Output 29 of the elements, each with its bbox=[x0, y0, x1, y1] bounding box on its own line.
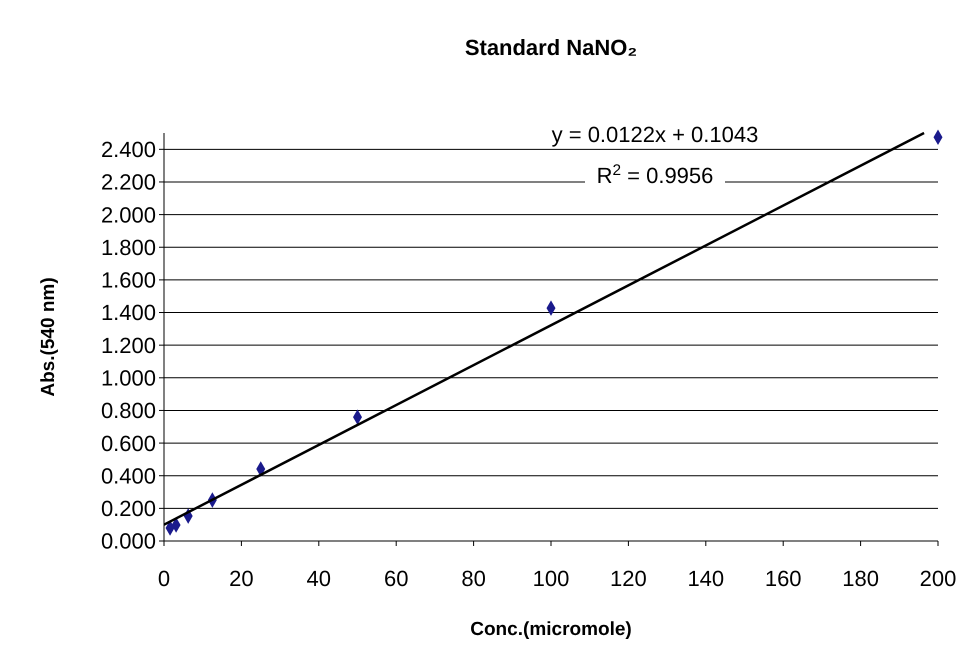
y-tick-label: 1.200 bbox=[100, 332, 156, 358]
x-tick-label: 120 bbox=[610, 566, 647, 591]
y-tick-label: 2.200 bbox=[100, 170, 156, 195]
chart-title: Standard NaNO₂ bbox=[464, 35, 638, 60]
y-tick-label: 0.400 bbox=[100, 463, 156, 488]
y-tick-label: 2.000 bbox=[100, 202, 156, 228]
y-tick-label: 0.600 bbox=[100, 430, 156, 456]
x-tick-label: 160 bbox=[764, 566, 802, 591]
y-tick-label: 1.600 bbox=[100, 268, 156, 293]
y-tick-label: 1.000 bbox=[100, 366, 156, 390]
x-tick-label: 20 bbox=[229, 566, 254, 591]
y-tick-label: 1.800 bbox=[100, 234, 156, 260]
x-tick-label: 100 bbox=[532, 566, 570, 591]
x-tick-label: 0 bbox=[158, 566, 170, 591]
annotation: y = 0.0122x + 0.1043 bbox=[552, 122, 758, 147]
x-tick-label: 40 bbox=[306, 566, 332, 591]
x-tick-label: 140 bbox=[687, 566, 724, 591]
x-tick-label: 200 bbox=[920, 566, 956, 591]
y-tick-label: 0.000 bbox=[100, 528, 156, 554]
x-tick-label: 180 bbox=[842, 566, 879, 591]
x-tick-label: 80 bbox=[461, 566, 486, 591]
annotation: R$^{2}$ = 0.9956 bbox=[596, 162, 714, 188]
y-tick-label: 1.400 bbox=[100, 300, 156, 326]
y-axis-title: Abs.(540 nm) bbox=[38, 277, 59, 397]
x-axis-title: Conc.(micromole) bbox=[470, 619, 632, 640]
y-tick-label: 0.200 bbox=[100, 496, 156, 522]
y-tick-label: 0.800 bbox=[100, 398, 156, 424]
x-tick-label: 60 bbox=[384, 566, 408, 591]
y-tick-label: 2.400 bbox=[100, 137, 156, 162]
